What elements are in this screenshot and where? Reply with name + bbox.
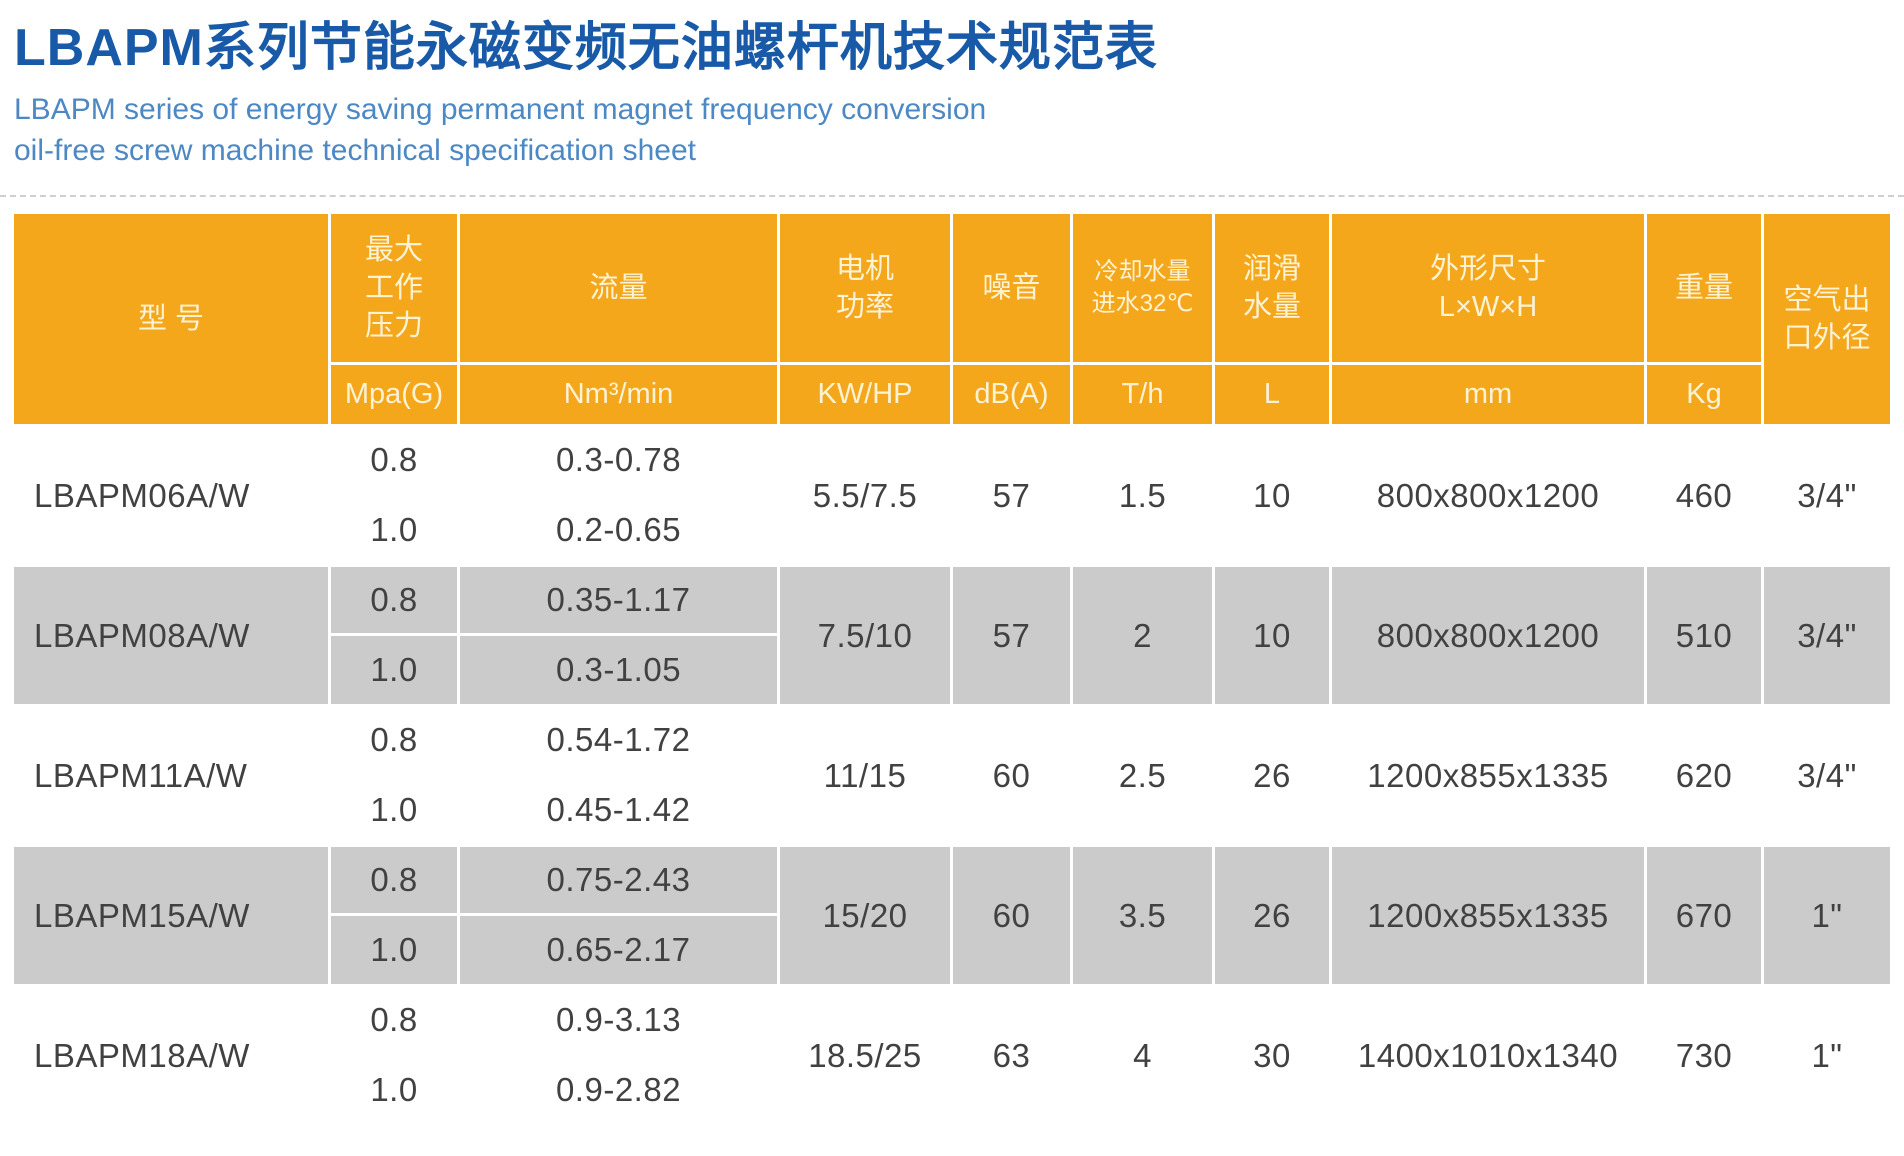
table-row: LBAPM15A/W 0.8 0.75-2.43 1.0 0.65-2.17 1… (14, 847, 1890, 984)
header-cell-dims: 外形尺寸 L×W×H (1332, 214, 1647, 362)
unit-cell-noise: dB(A) (953, 362, 1073, 424)
unit-cell-pressure: Mpa(G) (331, 362, 460, 424)
table-header: 型 号 最大 工作 压力 流量 电机 功率 噪音 冷却水量 进水32℃ 润滑 水… (14, 214, 1890, 424)
dims-cell: 1400x1010x1340 (1357, 1036, 1619, 1074)
noise-cell: 57 (992, 476, 1031, 514)
spec-table: 型 号 最大 工作 压力 流量 电机 功率 噪音 冷却水量 进水32℃ 润滑 水… (14, 214, 1890, 1124)
flow-cell: 0.75-2.43 (460, 847, 780, 916)
table-row: LBAPM18A/W 0.8 0.9-3.13 1.0 0.9-2.82 18.… (14, 987, 1890, 1124)
pressure-cell: 1.0 (370, 790, 418, 828)
unit-cell-flow: Nm³/min (460, 362, 780, 424)
flow-cell: 0.65-2.17 (460, 915, 780, 984)
pressure-cell: 1.0 (370, 510, 418, 548)
dims-cell: 800x800x1200 (1332, 567, 1647, 704)
unit-cell-dims: mm (1332, 362, 1647, 424)
lube-cell: 30 (1253, 1036, 1291, 1074)
pressure-cell: 0.8 (331, 567, 460, 636)
pressure-cell: 1.0 (331, 635, 460, 704)
header-cell-noise: 噪音 (953, 214, 1073, 362)
outlet-cell: 3/4" (1797, 756, 1857, 794)
header-cell-cooling: 冷却水量 进水32℃ (1073, 214, 1215, 362)
weight-cell: 460 (1675, 476, 1733, 514)
cooling-cell: 2 (1073, 567, 1215, 704)
page-title: LBAPM系列节能永磁变频无油螺杆机技术规范表 (14, 19, 1158, 77)
header-cell-model: 型 号 (14, 214, 331, 424)
pressure-cell: 0.8 (370, 720, 418, 758)
power-cell: 7.5/10 (780, 567, 953, 704)
pressure-cell: 0.8 (370, 440, 418, 478)
model-cell: LBAPM18A/W (34, 1036, 250, 1074)
pressure-cell: 1.0 (331, 915, 460, 984)
lube-cell: 26 (1215, 847, 1332, 984)
outlet-cell: 1" (1811, 1036, 1843, 1074)
flow-cell: 0.9-3.13 (555, 1000, 682, 1038)
flow-cell: 0.2-0.65 (555, 510, 682, 548)
header-cell-flow: 流量 (460, 214, 780, 362)
table-row: LBAPM06A/W 0.8 0.3-0.78 1.0 0.2-0.65 5.5… (14, 427, 1890, 564)
model-cell: LBAPM08A/W (14, 567, 331, 704)
pressure-cell: 1.0 (370, 1070, 418, 1108)
dims-cell: 800x800x1200 (1376, 476, 1600, 514)
model-cell: LBAPM11A/W (34, 756, 248, 794)
table-row: LBAPM11A/W 0.8 0.54-1.72 1.0 0.45-1.42 1… (14, 707, 1890, 844)
unit-cell-power: KW/HP (780, 362, 953, 424)
table-row: LBAPM08A/W 0.8 0.35-1.17 1.0 0.3-1.05 7.… (14, 567, 1890, 704)
outlet-cell: 3/4" (1764, 567, 1890, 704)
model-cell: LBAPM15A/W (14, 847, 331, 984)
power-cell: 11/15 (823, 756, 907, 794)
noise-cell: 57 (953, 567, 1073, 704)
header-cell-outlet: 空气出 口外径 (1764, 214, 1890, 424)
cooling-cell: 4 (1133, 1036, 1152, 1074)
weight-cell: 510 (1647, 567, 1764, 704)
flow-cell: 0.9-2.82 (555, 1070, 682, 1108)
cooling-cell: 3.5 (1073, 847, 1215, 984)
divider-line (0, 195, 1904, 197)
page-subtitle: LBAPM series of energy saving permanent … (14, 93, 987, 167)
weight-cell: 620 (1675, 756, 1733, 794)
cooling-cell: 2.5 (1118, 756, 1167, 794)
header-cell-power: 电机 功率 (780, 214, 953, 362)
lube-cell: 26 (1253, 756, 1291, 794)
pressure-cell: 0.8 (370, 1000, 418, 1038)
outlet-cell: 1" (1764, 847, 1890, 984)
weight-cell: 730 (1675, 1036, 1733, 1074)
header-cell-weight: 重量 (1647, 214, 1764, 362)
unit-cell-lube: L (1215, 362, 1332, 424)
unit-cell-cooling: T/h (1073, 362, 1215, 424)
lube-cell: 10 (1253, 476, 1291, 514)
cooling-cell: 1.5 (1118, 476, 1167, 514)
power-cell: 15/20 (780, 847, 953, 984)
flow-cell: 0.3-1.05 (460, 635, 780, 704)
weight-cell: 670 (1647, 847, 1764, 984)
flow-cell: 0.54-1.72 (546, 720, 691, 758)
header-cell-lube: 润滑 水量 (1215, 214, 1332, 362)
noise-cell: 63 (992, 1036, 1031, 1074)
power-cell: 18.5/25 (808, 1036, 922, 1074)
dims-cell: 1200x855x1335 (1332, 847, 1647, 984)
flow-cell: 0.35-1.17 (460, 567, 780, 636)
header-cell-pressure: 最大 工作 压力 (331, 214, 460, 362)
unit-cell-weight: Kg (1647, 362, 1764, 424)
flow-cell: 0.3-0.78 (555, 440, 682, 478)
noise-cell: 60 (992, 756, 1031, 794)
noise-cell: 60 (953, 847, 1073, 984)
lube-cell: 10 (1215, 567, 1332, 704)
model-cell: LBAPM06A/W (34, 476, 250, 514)
outlet-cell: 3/4" (1797, 476, 1857, 514)
power-cell: 5.5/7.5 (812, 476, 918, 514)
flow-cell: 0.45-1.42 (546, 790, 691, 828)
pressure-cell: 0.8 (331, 847, 460, 916)
dims-cell: 1200x855x1335 (1367, 756, 1609, 794)
